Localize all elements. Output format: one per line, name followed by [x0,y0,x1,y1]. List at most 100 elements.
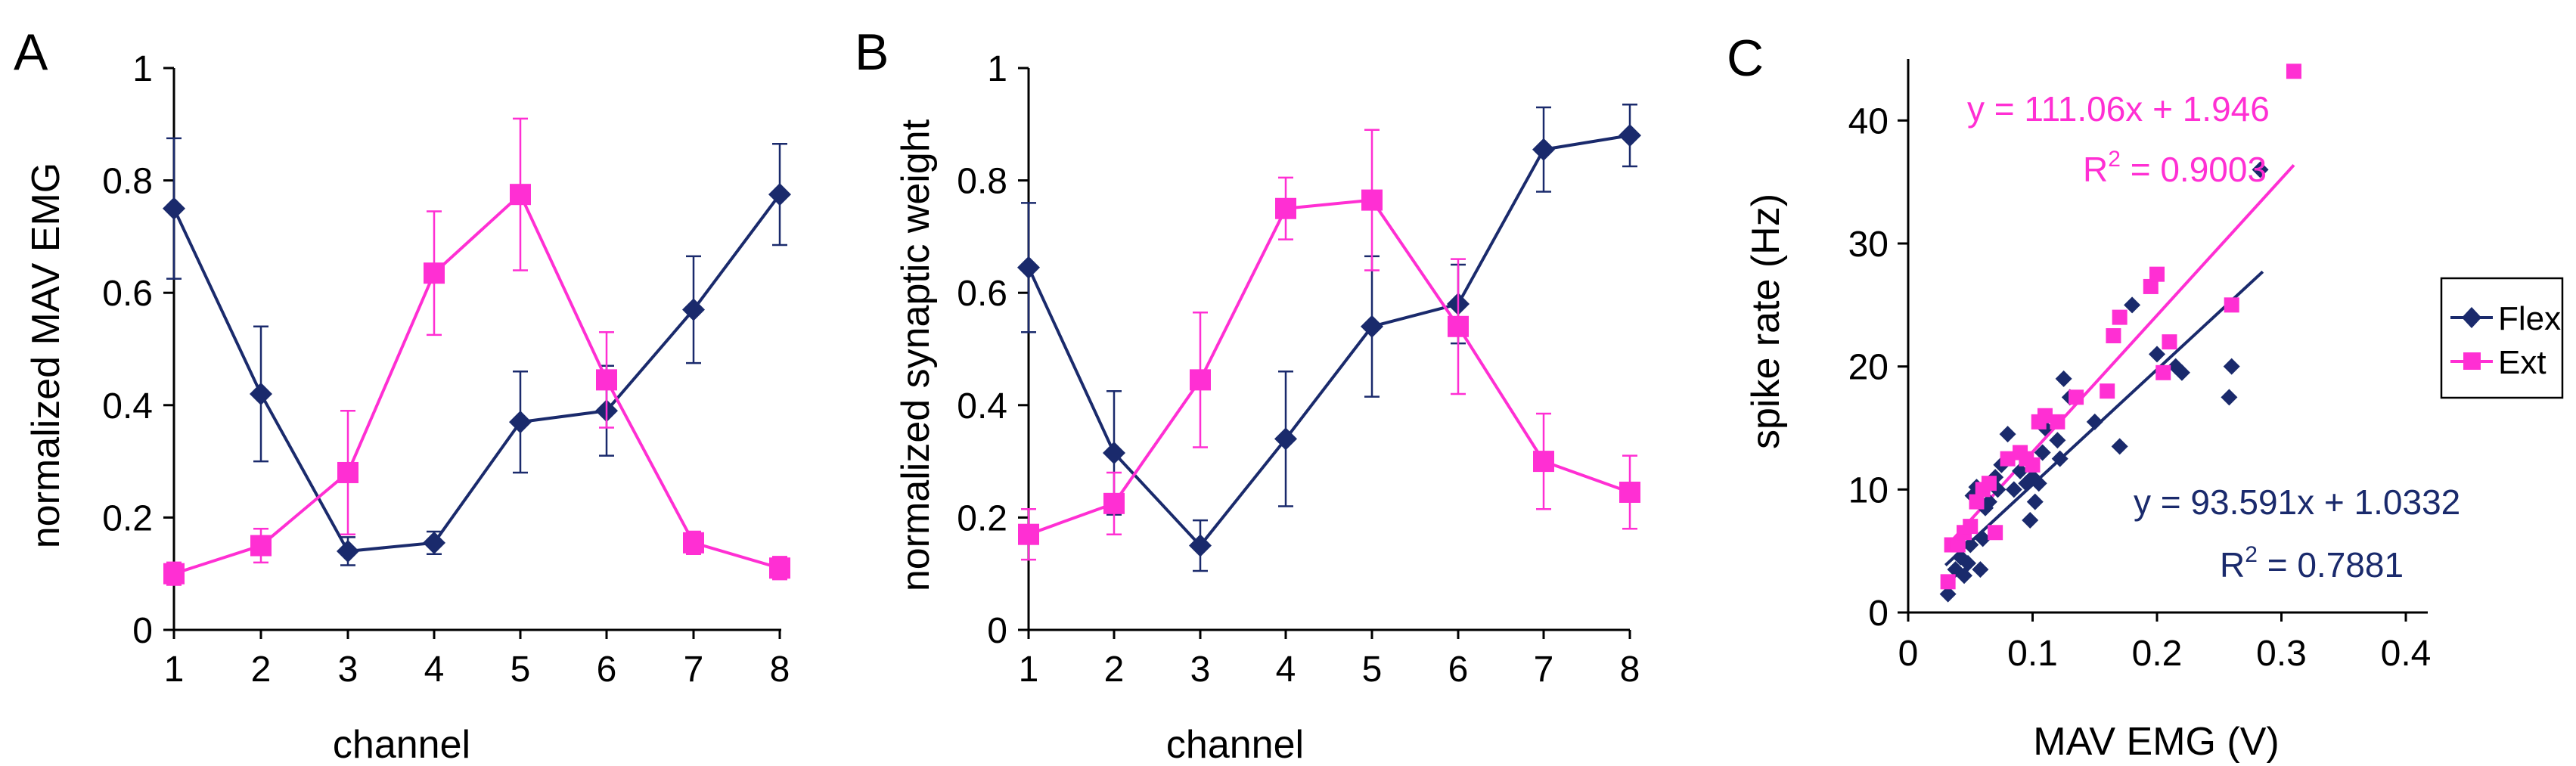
ext-point [1275,197,1296,219]
panel-c: C spike rate (Hz) MAV EMG (V) 010203040 … [1727,29,2564,764]
ext-scatter-point [2286,64,2301,79]
legend-flex-label: Flex [2498,300,2561,337]
ext-scatter-point [2100,383,2115,399]
flex-point [423,531,445,554]
flex-scatter-point [2223,358,2240,375]
ext-trendline [1944,163,2295,549]
flex-scatter-point [2086,413,2103,430]
y-tick-label: 0.4 [957,386,1007,426]
ext-series-line [173,191,781,575]
ext-scatter-point [2069,389,2084,405]
x-tick-label: 7 [1534,650,1554,690]
ext-fit-equation: y = 111.06x + 1.946 [1967,89,2270,129]
flex-scatter-point [2049,432,2066,449]
flex-scatter-point [2149,346,2165,363]
panel-c-xlabel: MAV EMG (V) [2033,720,2279,764]
x-tick-label: 0 [1898,634,1919,674]
ext-point [1448,315,1469,337]
legend-entry-flex: Flex [2450,300,2561,337]
flex-scatter-point [1974,530,1991,547]
x-tick-label: 5 [511,650,531,690]
x-tick-label: 8 [1620,650,1640,690]
x-tick-label: 0.1 [2007,634,2058,674]
flex-scatter-point [2055,370,2072,387]
y-tick-label: 0 [987,611,1007,651]
flex-trendline [1944,270,2264,566]
ext-point [769,557,790,579]
flex-scatter-point [2026,493,2044,510]
flex-scatter-point [2034,444,2051,461]
flex-scatter-point [2111,438,2128,455]
y-tick-label: 0.4 [102,386,153,426]
x-tick-label: 0.4 [2381,634,2432,674]
ext-point [1018,523,1039,545]
panel-b: B normalized synaptic weight channel 0 0.… [855,23,1641,766]
x-tick-label: 3 [1190,650,1211,690]
flex-scatter-point [1999,426,2016,443]
flex-series-line [172,193,781,554]
x-tick-label: 7 [684,650,704,690]
flex-point [1017,256,1040,279]
panel-b-letter: B [855,23,889,81]
flex-scatter-point [2051,450,2069,467]
x-tick-label: 1 [1019,650,1039,690]
ext-point [1190,369,1211,391]
ext-scatter-point [2112,309,2128,325]
flex-scatter-point [2005,481,2022,498]
x-tick-label: 1 [164,650,185,690]
ext-scatter-point [2149,266,2165,282]
y-tick-label: 0.2 [957,498,1007,538]
panel-a-ylabel: normalized MAV EMG [24,163,68,549]
y-tick-label: 0.2 [102,498,153,538]
y-tick-label: 0.6 [102,274,153,314]
flex-point [1103,441,1125,464]
flex-series-line [1027,134,1631,548]
flex-scatter-point [2012,462,2029,479]
flex-point [337,539,359,563]
ext-scatter-point [2037,408,2053,423]
y-tick-label: 0 [132,611,153,651]
flex-scatter-point [2022,512,2039,529]
y-tick-label: 0.8 [102,162,153,202]
panel-b-xlabel: channel [1166,723,1304,766]
flex-scatter-point [1956,567,1973,585]
y-tick-label: 20 [1848,348,1889,388]
flex-fit-equation: y = 93.591x + 1.0332 [2134,482,2460,522]
x-tick-label: 4 [1276,650,1296,690]
flex-point [250,382,272,405]
ext-point [683,532,704,554]
y-tick-label: 30 [1848,225,1889,265]
y-tick-label: 40 [1848,101,1889,141]
flex-scatter-point [2030,475,2047,492]
ext-scatter-point [1963,519,1979,535]
ext-scatter-point [1950,537,1966,553]
ext-scatter-point [2224,297,2239,313]
ext-point [510,184,531,206]
flex-point [768,183,791,206]
flex-point [509,411,532,434]
flex-scatter-point [1972,561,1989,578]
ext-point [163,563,185,585]
x-tick-label: 0.3 [2256,634,2307,674]
y-tick-label: 0.6 [957,274,1007,314]
ext-scatter-point [2050,414,2065,430]
flex-point [1532,138,1555,161]
legend-ext-label: Ext [2498,344,2547,381]
flex-scatter-point [1980,493,1997,510]
x-tick-label: 6 [597,650,617,690]
ext-series-line [1028,198,1631,536]
ext-scatter-point [2025,457,2041,473]
ext-point [1361,189,1383,211]
y-tick-label: 10 [1848,470,1889,510]
flex-fit-r2: R2 = 0.7881 [2220,542,2404,585]
flex-scatter-point [1962,536,1979,554]
legend-flex-marker [2462,307,2481,328]
flex-point [163,197,185,220]
panel-a: A normalized MAV EMG channel 0 0.2 0.4 0.6 0… [14,23,791,766]
y-tick-label: 0.8 [957,162,1007,202]
x-tick-label: 6 [1448,650,1469,690]
ext-point [337,461,358,483]
ext-point [424,262,445,284]
flex-point [1189,534,1212,557]
